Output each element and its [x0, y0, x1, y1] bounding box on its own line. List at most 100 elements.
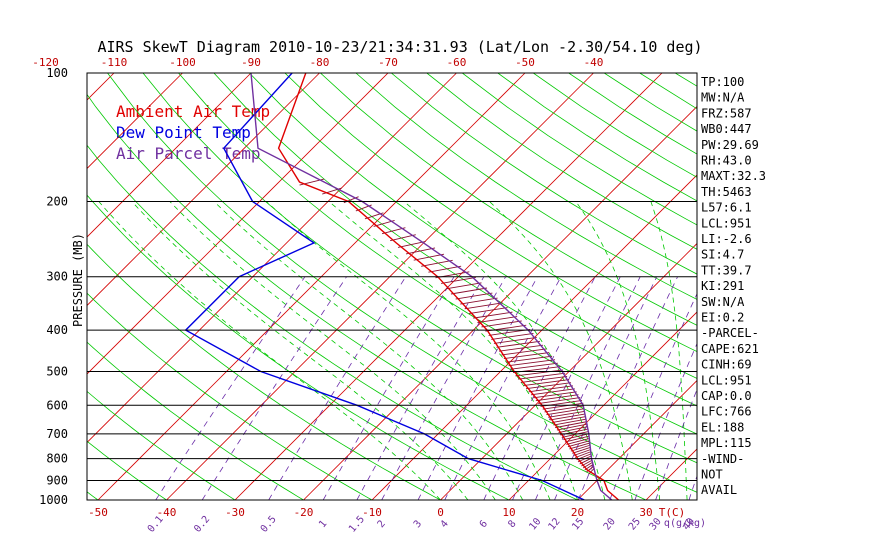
- plot-frame: [86, 72, 698, 501]
- cape-hatch-line: [477, 316, 518, 324]
- stability-index-text: CAPE:621: [701, 342, 759, 356]
- stability-index-text: SI:4.7: [701, 248, 744, 262]
- mixing-ratio-line: [634, 342, 697, 500]
- cape-hatch-line: [405, 247, 436, 255]
- cape-hatch-line: [481, 320, 522, 328]
- bottom-temp-tick-label: -30: [225, 506, 245, 519]
- isotherm-line: [303, 105, 697, 500]
- mixing-ratio-line: [417, 276, 538, 500]
- cape-hatch-line: [535, 394, 579, 402]
- pressure-tick-label: 300: [46, 270, 68, 284]
- dry-adiabat-line: [746, 73, 870, 500]
- isotherm-line: [87, 73, 183, 170]
- bottom-temp-tick-label: 0: [437, 506, 444, 519]
- stability-index-text: WB0:447: [701, 122, 752, 136]
- mixing-ratio-line: [554, 276, 658, 500]
- cape-hatch-line: [572, 446, 591, 454]
- dry-adiabat-line: [87, 390, 236, 500]
- legend-dew-point-temp: Dew Point Temp: [116, 123, 251, 142]
- isotherm-line: [0, 73, 46, 500]
- stability-index-text: FRZ:587: [701, 106, 752, 120]
- cape-hatch-line: [564, 435, 590, 443]
- stability-index-text: MAXT:32.3: [701, 169, 766, 183]
- cape-hatch-line: [473, 311, 513, 319]
- stability-index-text: TH:5463: [701, 185, 752, 199]
- cape-hatch-line: [574, 451, 592, 459]
- mixing-ratio-tick-label: 3: [412, 519, 424, 531]
- cape-hatch-line: [510, 362, 558, 370]
- cape-hatch-line: [493, 337, 537, 344]
- cape-hatch-line: [498, 344, 544, 352]
- top-temp-tick-label: -50: [515, 56, 535, 69]
- pressure-tick-label: 700: [46, 427, 68, 441]
- cape-hatch-line: [503, 352, 550, 360]
- isotherm-line: [577, 379, 697, 500]
- mixing-ratio-line: [381, 276, 507, 500]
- mixing-ratio-line: [577, 276, 678, 500]
- cape-hatch-line: [523, 379, 570, 387]
- mixing-ratio-line: [356, 276, 485, 500]
- moist-adiabat-line: [650, 201, 688, 500]
- cape-hatch-line: [551, 416, 587, 423]
- cape-hatch-line: [397, 240, 426, 248]
- cape-hatch-line: [506, 355, 553, 363]
- dry-adiabat-line: [178, 73, 697, 435]
- dry-adiabat-line: [249, 73, 697, 379]
- chart-title: AIRS SkewT Diagram 2010-10-23/21:34:31.9…: [97, 38, 702, 56]
- isotherm-line: [371, 174, 697, 500]
- dry-adiabat-line: [782, 73, 870, 500]
- cape-hatch-line: [569, 442, 591, 450]
- moist-adiabat-line: [575, 201, 661, 500]
- mixing-ratio-tick-label: 0.2: [192, 514, 212, 535]
- bottom-temp-tick-label: -10: [362, 506, 382, 519]
- cape-hatch-line: [518, 372, 566, 380]
- cape-hatch-line: [546, 408, 585, 416]
- isotherm-line: [440, 242, 697, 500]
- stability-index-text: -PARCEL-: [701, 326, 759, 340]
- cape-hatch-line: [566, 437, 590, 445]
- stability-index-text: SW:N/A: [701, 295, 745, 309]
- mixing-ratio-tick-label: 6: [478, 519, 490, 531]
- moist-adiabat-line: [169, 201, 496, 500]
- top-temp-tick-label: -70: [378, 56, 398, 69]
- stability-index-text: LI:-2.6: [701, 232, 752, 246]
- pressure-tick-label: 200: [46, 195, 68, 209]
- mixing-ratio-line: [483, 276, 596, 500]
- cape-hatch-line: [450, 287, 488, 295]
- mixing-ratio-tick-label: 0.5: [259, 514, 279, 535]
- mixing-ratio-line: [535, 276, 641, 500]
- cape-hatch-line: [556, 423, 588, 431]
- cape-hatch-line: [533, 391, 577, 399]
- stability-index-text: PW:29.69: [701, 138, 759, 152]
- stability-index-text: MPL:115: [701, 436, 752, 450]
- stability-index-text: MW:N/A: [701, 91, 745, 105]
- dry-adiabat-line: [87, 93, 647, 500]
- moist-adiabat-line: [266, 201, 551, 500]
- mixing-ratio-tick-label: 10: [527, 516, 543, 532]
- stability-index-text: LFC:766: [701, 405, 752, 419]
- pressure-tick-label: 800: [46, 452, 68, 466]
- dry-adiabat-line: [0, 73, 30, 500]
- mixing-ratio-line: [322, 276, 455, 500]
- isotherm-line: [852, 73, 870, 500]
- cape-hatch-line: [446, 282, 482, 290]
- cape-hatch-line: [542, 402, 584, 410]
- cape-hatch-line: [553, 418, 587, 426]
- pressure-tick-label: 900: [46, 473, 68, 487]
- cape-hatch-line: [455, 292, 493, 300]
- cape-hatch-line: [561, 430, 589, 438]
- stability-index-text: TP:100: [701, 75, 744, 89]
- isotherm-line: [87, 73, 457, 444]
- isotherm-line: [97, 73, 526, 500]
- bottom-temp-tick-label: 30: [639, 506, 652, 519]
- cape-hatch-line: [468, 307, 508, 314]
- top-temp-tick-label: -100: [169, 56, 196, 69]
- dry-adiabat-line: [107, 73, 697, 493]
- y-axis-label: PRESSURE (MB): [71, 233, 85, 327]
- stability-index-text: CINH:69: [701, 358, 752, 372]
- cape-hatch-line: [558, 426, 589, 434]
- cape-hatch-line: [464, 302, 503, 310]
- cape-hatch-line: [496, 340, 540, 348]
- dry-adiabat-line: [87, 243, 441, 500]
